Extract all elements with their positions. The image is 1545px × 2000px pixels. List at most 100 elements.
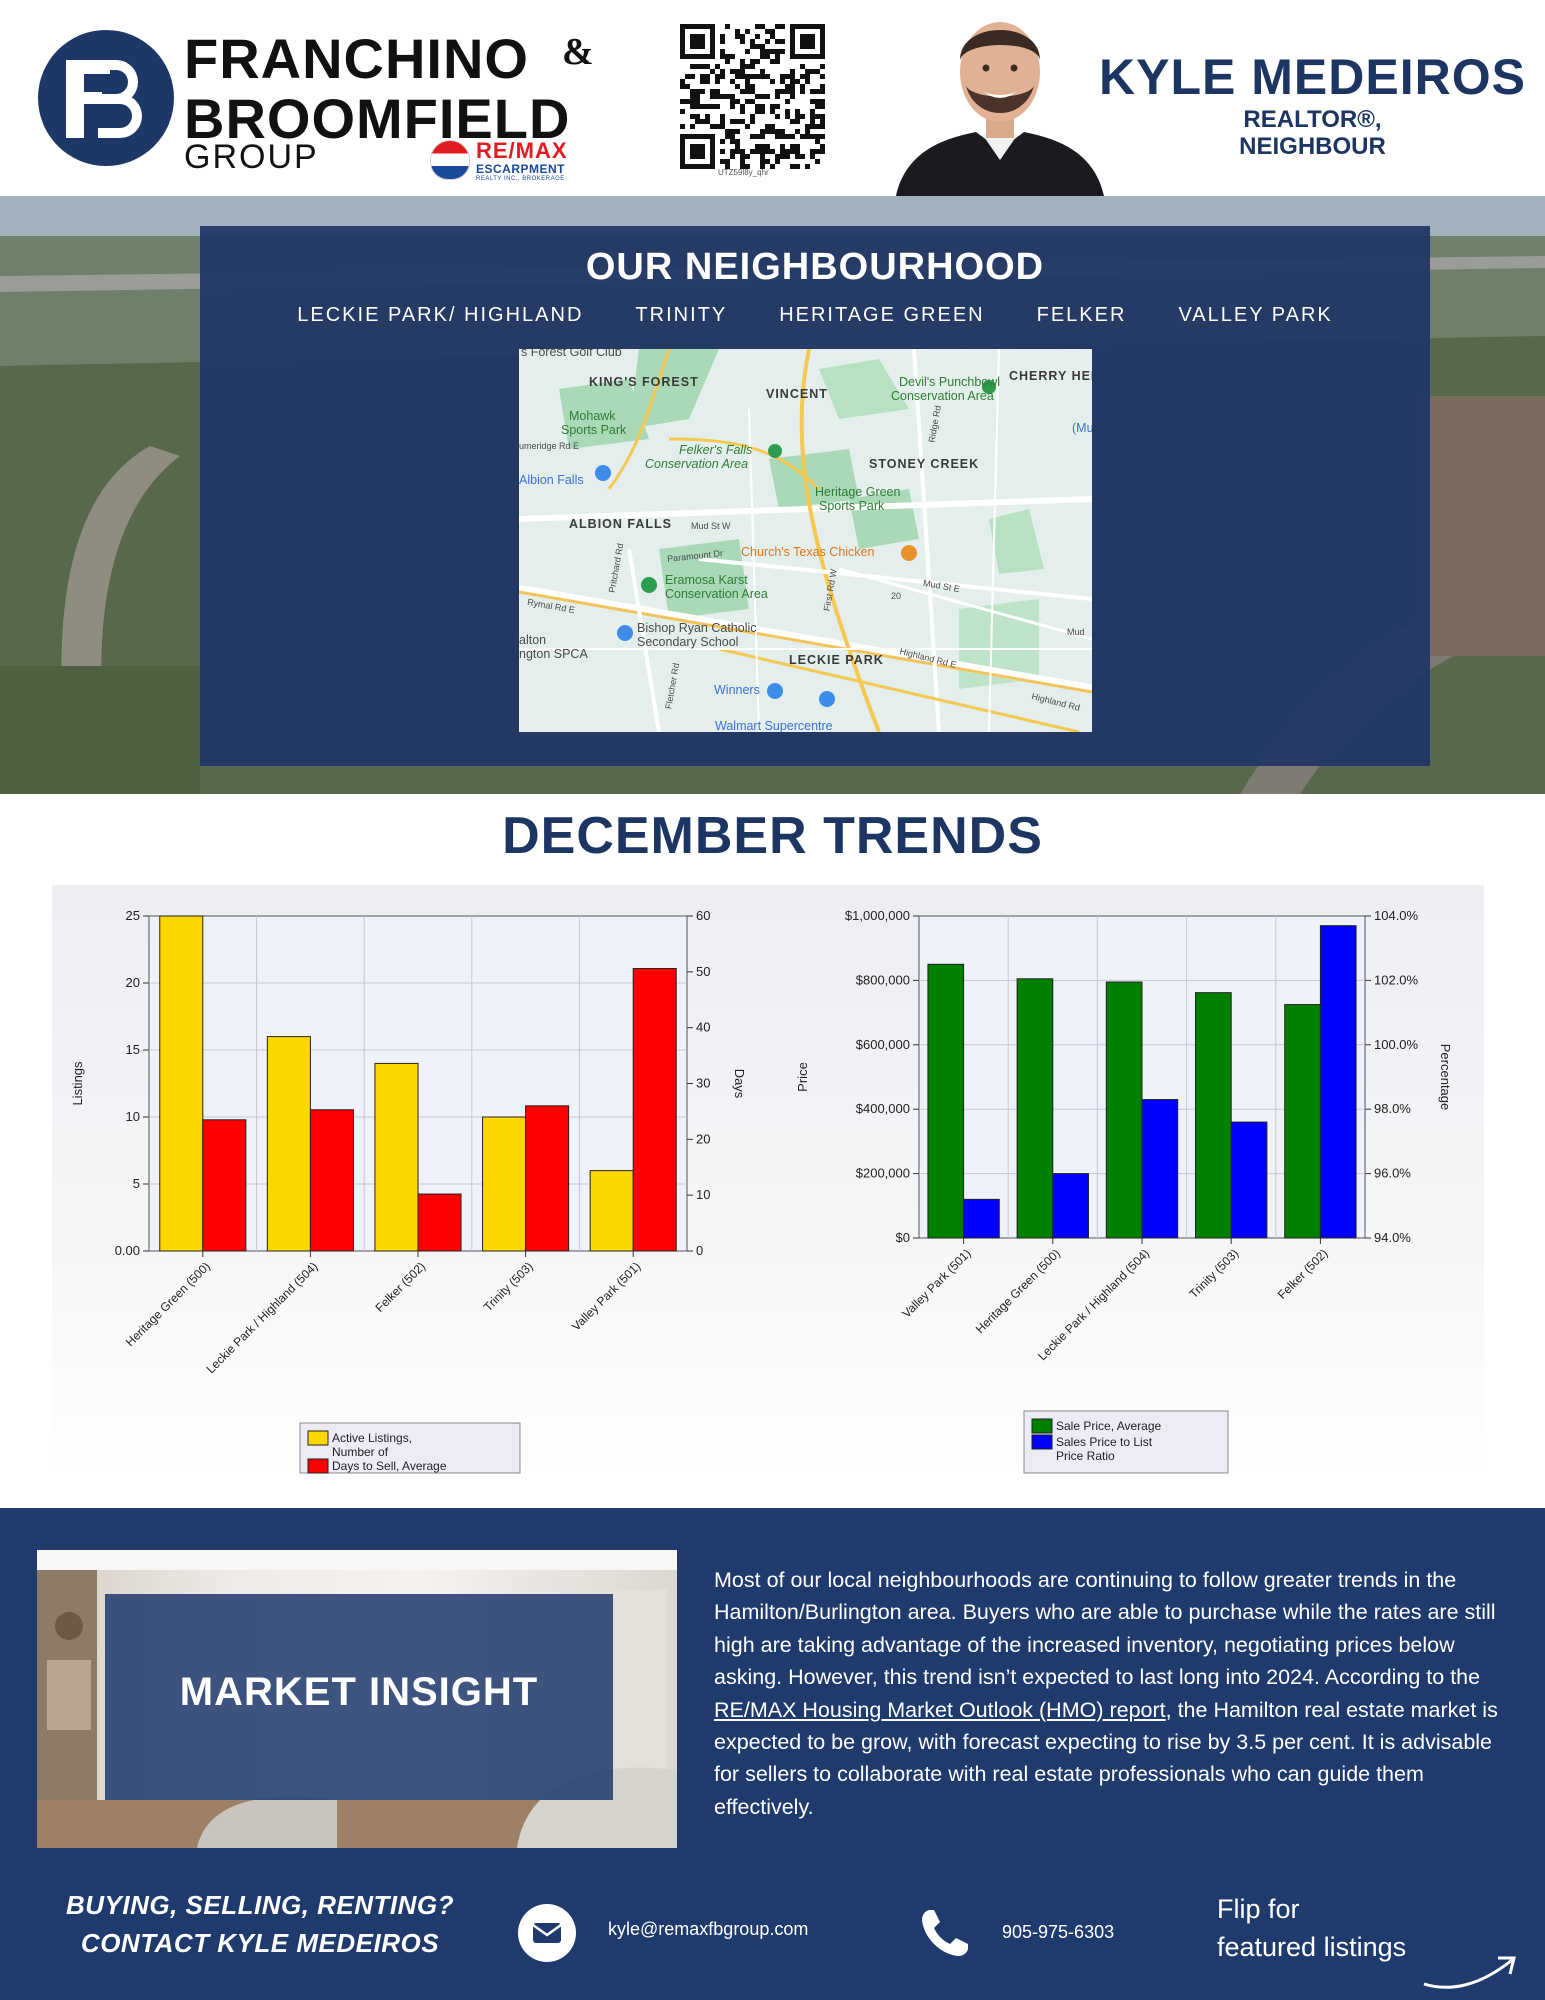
legend-box (299, 1422, 521, 1474)
map-label-punchbowl-2: Conservation Area (891, 389, 994, 403)
legend-label: Active Listings, (332, 1431, 412, 1445)
neighbourhood-panel: OUR NEIGHBOURHOOD LECKIE PARK/ HIGHLAND … (200, 226, 1430, 766)
neighbourhood-map[interactable]: s Forest Golf Club KING'S FOREST VINCENT… (519, 349, 1092, 732)
y2-tick-label: 60 (696, 908, 710, 923)
map-label-hamilton-spca: alton (519, 633, 547, 647)
bar-secondary (963, 1198, 1000, 1239)
y-tick-label: $600,000 (856, 1037, 910, 1052)
y-tick-label: $1,000,000 (845, 908, 910, 923)
bar-primary (266, 1036, 311, 1252)
hmo-report-link[interactable]: RE/MAX Housing Market Outlook (HMO) repo… (714, 1697, 1166, 1722)
header: FRANCHINO & BROOMFIELD GROUP RE/MAX ESCA… (0, 0, 1545, 196)
map-label-felkers-falls-2: Conservation Area (645, 457, 749, 471)
neighbourhood-heritage-green: HERITAGE GREEN (779, 304, 985, 326)
map-label-umeridge: umeridge Rd E (519, 441, 580, 451)
bar-secondary (417, 1193, 462, 1252)
map-label-hamilton-spca-2: ngton SPCA (519, 647, 588, 661)
neighbourhood-title: OUR NEIGHBOURHOOD (585, 246, 1045, 288)
neighbourhood-felker: FELKER (1036, 304, 1127, 326)
map-label-eramosa: Eramosa Karst (665, 573, 748, 587)
legend-label: Days to Sell, Average (332, 1459, 447, 1473)
legend-swatch (1031, 1434, 1053, 1450)
cta-line1: BUYING, SELLING, RENTING? (65, 1890, 455, 1920)
bar-primary (1284, 1004, 1321, 1239)
insight-text-after: , the Hamilton real estate market is exp… (714, 1697, 1498, 1819)
map-label-cherry: CHERRY HEI (1009, 369, 1092, 383)
legend-swatch (1031, 1418, 1053, 1434)
map-label-vincent: VINCENT (766, 387, 828, 401)
agent-name: KYLE MEDEIROS (1099, 49, 1526, 105)
contact-phone[interactable]: 905-975-6303 (1002, 1922, 1115, 1942)
y-tick-label: 15 (126, 1042, 140, 1057)
contact-email[interactable]: kyle@remaxfbgroup.com (608, 1919, 809, 1939)
y2-tick-label: 102.0% (1374, 972, 1419, 987)
legend-label: Sale Price, Average (1056, 1419, 1162, 1433)
y-tick-label: $800,000 (856, 972, 910, 987)
x-tick-label: Leckie Park / Highland (504) (204, 1259, 321, 1376)
y2-axis-label: Percentage (1438, 1044, 1453, 1111)
map-label-punchbowl: Devil's Punchbowl (899, 375, 1001, 389)
mail-icon[interactable] (518, 1904, 576, 1962)
market-insight-section: MARKET INSIGHT Most of our local neighbo… (0, 1508, 1545, 2000)
map-label-heritage-sports: Heritage Green (815, 485, 901, 499)
remax-logo: RE/MAX ESCARPMENT REALTY INC., BROKERAGE (430, 138, 590, 184)
bar-secondary (632, 967, 677, 1252)
map-label-mu: (Mu (1072, 421, 1092, 435)
y2-tick-label: 20 (696, 1131, 710, 1146)
map-label-leckie: LECKIE PARK (789, 653, 884, 667)
flip-line1: Flip for (1217, 1894, 1300, 1924)
brokerage-sub: ESCARPMENT (476, 162, 566, 176)
flip-note: Flip for featured listings (1217, 1890, 1406, 1966)
y2-tick-label: 94.0% (1374, 1230, 1411, 1245)
map-graphic (519, 349, 1092, 732)
y-axis-label: Price (795, 1062, 810, 1092)
y-tick-label: 10 (126, 1109, 140, 1124)
y-tick-label: 20 (126, 975, 140, 990)
insight-title: MARKET INSIGHT (179, 1670, 539, 1714)
neighbourhood-hero: OUR NEIGHBOURHOOD LECKIE PARK/ HIGHLAND … (0, 196, 1545, 794)
neighbourhood-leckie-park: LECKIE PARK/ HIGHLAND (297, 304, 584, 326)
brand-name-line1: FRANCHINO (184, 27, 529, 90)
map-label-churchs: Church's Texas Chicken (741, 545, 875, 559)
legend-label: Price Ratio (1056, 1449, 1115, 1463)
y-tick-label: $0 (896, 1230, 910, 1245)
y2-tick-label: 104.0% (1374, 908, 1419, 923)
x-tick-label: Heritage Green (500) (973, 1246, 1063, 1336)
bar-primary (374, 1062, 419, 1252)
y2-tick-label: 96.0% (1374, 1166, 1411, 1181)
legend-label: Sales Price to List (1056, 1435, 1153, 1449)
map-label-mud-st: Mud St W (691, 521, 731, 531)
x-tick-label: Felker (502) (372, 1259, 428, 1315)
phone-icon[interactable] (916, 1906, 972, 1962)
map-label-mohawk-2: Sports Park (561, 423, 627, 437)
x-tick-label: Heritage Green (500) (123, 1259, 213, 1349)
map-label-felkers-falls: Felker's Falls (679, 443, 753, 457)
insight-title-box: MARKET INSIGHT (105, 1594, 613, 1800)
x-tick-label: Valley Park (501) (899, 1246, 973, 1320)
legend-swatch (307, 1430, 329, 1446)
map-label-bishop: Bishop Ryan Catholic (637, 621, 757, 635)
map-label-kings-forest: KING'S FOREST (589, 375, 699, 389)
qr-code-icon[interactable] (676, 22, 828, 172)
bar-secondary (525, 1105, 570, 1252)
neighbourhood-trinity: TRINITY (635, 304, 728, 326)
y2-tick-label: 50 (696, 964, 710, 979)
insight-text-before: Most of our local neighbourhoods are con… (714, 1568, 1496, 1690)
remax-balloon-icon (430, 140, 470, 180)
bar-secondary (1141, 1099, 1179, 1239)
brokerage-name: RE/MAX (476, 138, 568, 163)
cta-line2: CONTACT KYLE MEDEIROS (80, 1928, 440, 1958)
y-tick-label: $400,000 (856, 1101, 910, 1116)
y2-tick-label: 30 (696, 1076, 710, 1091)
bar-primary (589, 1170, 634, 1252)
map-label-heritage-sports-2: Sports Park (819, 499, 885, 513)
map-label-stoney-creek: STONEY CREEK (869, 457, 980, 471)
map-label-golf: s Forest Golf Club (521, 349, 622, 359)
bar-primary (159, 915, 204, 1252)
y2-axis-label: Days (732, 1069, 747, 1099)
insight-paragraph: Most of our local neighbourhoods are con… (714, 1564, 1514, 1823)
interior-photo: MARKET INSIGHT (37, 1550, 677, 1848)
y-axis-label: Listings (70, 1061, 85, 1106)
y2-tick-label: 40 (696, 1020, 710, 1035)
trends-title: DECEMBER TRENDS (502, 807, 1043, 865)
